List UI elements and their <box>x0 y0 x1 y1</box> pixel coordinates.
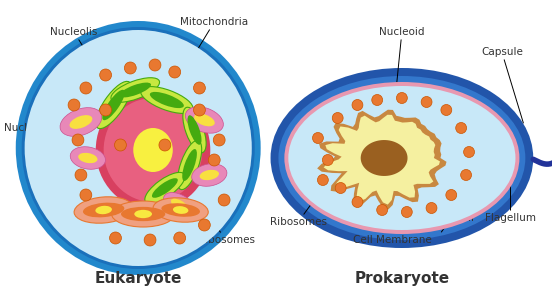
Circle shape <box>144 234 156 246</box>
Circle shape <box>149 59 161 71</box>
Ellipse shape <box>134 210 152 218</box>
Circle shape <box>100 69 112 81</box>
Ellipse shape <box>111 78 160 102</box>
Circle shape <box>80 82 92 94</box>
Text: Ribosomes: Ribosomes <box>270 188 327 227</box>
Ellipse shape <box>22 27 254 269</box>
Circle shape <box>213 134 225 146</box>
Circle shape <box>426 203 437 214</box>
Ellipse shape <box>102 90 125 120</box>
Circle shape <box>335 182 346 194</box>
Circle shape <box>80 189 92 201</box>
Ellipse shape <box>185 107 224 133</box>
Ellipse shape <box>177 140 201 190</box>
Circle shape <box>461 170 471 181</box>
Circle shape <box>169 66 181 78</box>
Circle shape <box>456 123 466 134</box>
Ellipse shape <box>182 149 197 181</box>
Ellipse shape <box>145 172 185 204</box>
Circle shape <box>72 134 84 146</box>
Circle shape <box>421 97 432 108</box>
Ellipse shape <box>173 206 188 214</box>
Text: Cell Wall: Cell Wall <box>429 213 474 232</box>
Ellipse shape <box>150 92 184 108</box>
Circle shape <box>75 169 87 181</box>
Ellipse shape <box>141 87 193 113</box>
Circle shape <box>441 105 452 116</box>
Ellipse shape <box>70 147 105 169</box>
Circle shape <box>446 190 457 201</box>
Circle shape <box>208 154 220 166</box>
Text: Ribosomes: Ribosomes <box>198 210 254 245</box>
Circle shape <box>317 175 328 186</box>
Ellipse shape <box>112 201 175 227</box>
Ellipse shape <box>104 98 203 202</box>
Text: Prokaryote: Prokaryote <box>354 271 449 286</box>
Circle shape <box>464 147 475 158</box>
Circle shape <box>114 139 126 151</box>
Text: Mitochondria: Mitochondria <box>167 17 248 100</box>
Text: Flagellum: Flagellum <box>485 162 536 223</box>
Ellipse shape <box>95 90 210 210</box>
Circle shape <box>68 99 80 111</box>
Circle shape <box>352 99 363 110</box>
Ellipse shape <box>133 128 173 172</box>
Text: Nucleoid: Nucleoid <box>379 27 424 130</box>
Ellipse shape <box>83 203 124 217</box>
Polygon shape <box>317 110 447 210</box>
Ellipse shape <box>171 199 188 211</box>
Circle shape <box>124 62 136 74</box>
Ellipse shape <box>16 21 261 275</box>
Circle shape <box>218 194 230 206</box>
Circle shape <box>396 92 407 103</box>
Circle shape <box>174 232 185 244</box>
Text: Nucleolis: Nucleolis <box>50 27 125 115</box>
Circle shape <box>109 232 121 244</box>
Ellipse shape <box>278 76 526 240</box>
Circle shape <box>371 95 383 105</box>
Text: Cell Membrane: Cell Membrane <box>353 231 432 245</box>
Circle shape <box>194 82 205 94</box>
Text: Eukaryote: Eukaryote <box>94 271 182 286</box>
Ellipse shape <box>95 199 126 221</box>
Ellipse shape <box>152 178 178 198</box>
Polygon shape <box>323 115 440 205</box>
Circle shape <box>401 207 412 218</box>
Circle shape <box>100 104 112 116</box>
Ellipse shape <box>25 30 252 266</box>
Ellipse shape <box>288 86 516 230</box>
Circle shape <box>194 104 205 116</box>
Ellipse shape <box>60 108 102 136</box>
Ellipse shape <box>95 81 131 129</box>
Circle shape <box>199 219 210 231</box>
Ellipse shape <box>188 115 201 145</box>
Ellipse shape <box>284 82 519 234</box>
Circle shape <box>352 197 363 208</box>
Circle shape <box>322 155 333 166</box>
Ellipse shape <box>102 205 119 215</box>
Ellipse shape <box>78 153 98 163</box>
Ellipse shape <box>153 198 208 222</box>
Ellipse shape <box>270 68 533 248</box>
Polygon shape <box>360 140 407 176</box>
Circle shape <box>312 132 323 144</box>
Ellipse shape <box>70 115 92 129</box>
Ellipse shape <box>163 192 196 218</box>
Circle shape <box>376 205 388 216</box>
Ellipse shape <box>121 207 165 221</box>
Ellipse shape <box>183 107 206 153</box>
Ellipse shape <box>192 164 227 186</box>
Circle shape <box>159 139 171 151</box>
Text: Nucleus: Nucleus <box>4 123 105 148</box>
Ellipse shape <box>194 114 215 126</box>
Text: Capsule: Capsule <box>481 47 523 123</box>
Ellipse shape <box>119 83 151 97</box>
Circle shape <box>332 112 343 123</box>
Ellipse shape <box>74 197 133 223</box>
Ellipse shape <box>95 206 112 214</box>
Ellipse shape <box>161 203 200 217</box>
Ellipse shape <box>200 170 219 180</box>
